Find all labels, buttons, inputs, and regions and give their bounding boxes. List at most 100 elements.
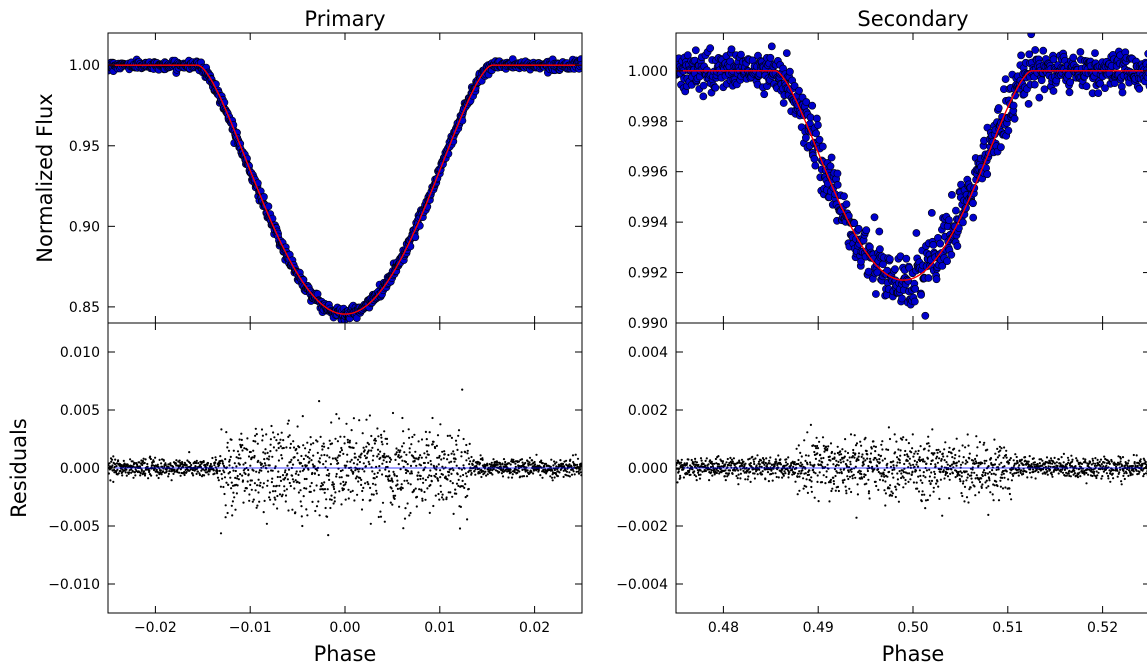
residual-point — [767, 480, 771, 483]
data-point — [1144, 49, 1147, 58]
residual-point — [379, 456, 382, 459]
residual-point — [260, 469, 263, 472]
residual-point — [714, 457, 718, 461]
residual-point — [961, 494, 964, 498]
residual-point — [876, 465, 879, 468]
residual-point — [488, 463, 491, 466]
data-point — [1024, 100, 1033, 108]
residual-point — [402, 430, 405, 433]
ytick-label: 0.992 — [628, 266, 668, 282]
residual-point — [913, 452, 916, 455]
residual-point — [938, 497, 941, 500]
residual-point — [370, 434, 373, 438]
residual-point — [949, 464, 952, 468]
residual-point — [846, 459, 849, 462]
residual-point — [804, 472, 807, 475]
residual-point — [891, 468, 894, 472]
residual-point — [150, 474, 153, 477]
residual-point — [328, 478, 331, 481]
residual-point — [704, 469, 708, 473]
residual-point — [268, 496, 271, 499]
residual-point — [331, 481, 334, 484]
residual-point — [916, 487, 919, 490]
residual-point — [130, 468, 133, 471]
residual-point — [408, 447, 411, 450]
residual-point — [328, 472, 331, 475]
residual-point — [810, 490, 814, 493]
residual-point — [940, 458, 943, 461]
residual-point — [887, 426, 891, 429]
residual-point — [717, 469, 720, 472]
residual-point — [860, 473, 863, 476]
residual-point — [525, 475, 529, 478]
residual-point — [289, 484, 292, 488]
residual-point — [784, 472, 787, 475]
residual-point — [821, 461, 824, 464]
residual-point — [1013, 472, 1016, 475]
data-point — [857, 257, 865, 266]
residual-point — [810, 480, 813, 483]
residual-point — [317, 473, 320, 477]
residual-point — [260, 462, 263, 465]
residual-point — [1025, 460, 1028, 463]
residual-point — [758, 465, 761, 468]
residual-point — [258, 471, 261, 474]
residual-point — [299, 470, 302, 473]
residual-point — [271, 455, 274, 458]
residual-point — [756, 473, 759, 476]
residual-point — [301, 415, 304, 418]
residual-point — [266, 484, 269, 487]
residual-point — [329, 506, 332, 510]
residual-point — [349, 460, 352, 463]
residual-point — [165, 470, 168, 473]
residual-point — [679, 474, 682, 477]
residual-point — [833, 468, 837, 471]
residual-point — [984, 471, 987, 475]
residual-point — [251, 456, 254, 459]
residual-point — [318, 514, 321, 517]
data-point — [929, 240, 938, 249]
residual-point — [814, 445, 817, 448]
residual-point — [354, 456, 357, 459]
residual-point — [974, 477, 977, 480]
residual-point — [941, 452, 944, 455]
residual-point — [859, 440, 862, 443]
residual-point — [718, 465, 722, 468]
residual-point — [491, 469, 494, 472]
residual-point — [410, 443, 413, 446]
ytick-label: 1.000 — [628, 64, 668, 80]
primary-flux-panel: 0.850.900.951.00 — [69, 32, 583, 324]
residual-point — [446, 458, 449, 461]
residual-point — [397, 463, 400, 466]
residual-point — [141, 463, 144, 467]
residual-point — [267, 458, 270, 461]
residual-point — [680, 461, 683, 464]
residual-point — [451, 495, 454, 498]
residual-point — [803, 439, 806, 442]
residual-point — [439, 484, 442, 487]
residual-point — [424, 430, 427, 433]
residual-point — [876, 460, 879, 463]
residual-point — [878, 478, 882, 481]
residual-point — [316, 440, 319, 443]
residual-point — [429, 483, 432, 487]
residual-point — [532, 472, 535, 475]
residual-point — [408, 451, 411, 454]
residual-point — [961, 461, 964, 464]
residual-point — [176, 471, 179, 474]
residual-point — [363, 470, 366, 473]
residual-point — [375, 489, 378, 492]
residual-point — [116, 468, 119, 471]
residual-point — [698, 477, 702, 480]
residual-point — [236, 450, 240, 453]
residual-point — [450, 460, 453, 463]
residual-point — [466, 518, 469, 521]
residual-point — [895, 464, 898, 467]
residual-point — [937, 485, 940, 488]
residual-point — [313, 472, 316, 475]
residual-point — [485, 474, 488, 477]
residual-point — [725, 472, 729, 475]
residual-point — [230, 481, 233, 484]
residual-point — [301, 464, 304, 468]
residual-point — [156, 463, 159, 466]
